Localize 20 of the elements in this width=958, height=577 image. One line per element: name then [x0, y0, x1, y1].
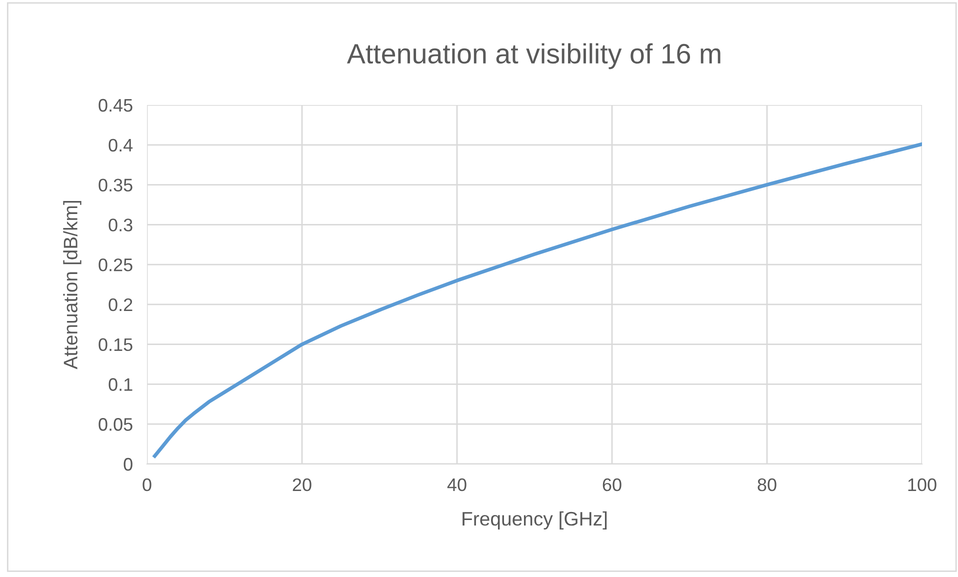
x-tick-label: 100	[908, 478, 936, 492]
y-tick-label: 0.05	[98, 418, 132, 431]
y-tick-label: 0.35	[98, 178, 132, 192]
y-axis-title: Attenuation [dB/km]	[63, 201, 82, 370]
x-axis-title: Frequency [GHz]	[462, 511, 607, 530]
x-tick-label: 80	[758, 478, 776, 492]
y-tick-label: 0.2	[108, 298, 132, 312]
x-tick-label: 0	[142, 478, 152, 492]
x-tick-label: 40	[447, 478, 466, 492]
y-tick-label: 0	[124, 458, 132, 471]
chart-title: Attenuation at visibility of 16 m	[346, 43, 720, 70]
line-series	[152, 142, 922, 458]
x-tick-label: 60	[602, 478, 622, 492]
y-tick-label: 0.45	[98, 98, 132, 112]
y-tick-label: 0.15	[98, 338, 132, 352]
y-tick-label: 0.4	[108, 138, 133, 152]
x-tick-label: 20	[292, 478, 312, 492]
y-tick-label: 0.3	[108, 218, 132, 232]
y-tick-label: 0.25	[98, 258, 132, 272]
y-tick-label: 0.1	[108, 378, 132, 391]
